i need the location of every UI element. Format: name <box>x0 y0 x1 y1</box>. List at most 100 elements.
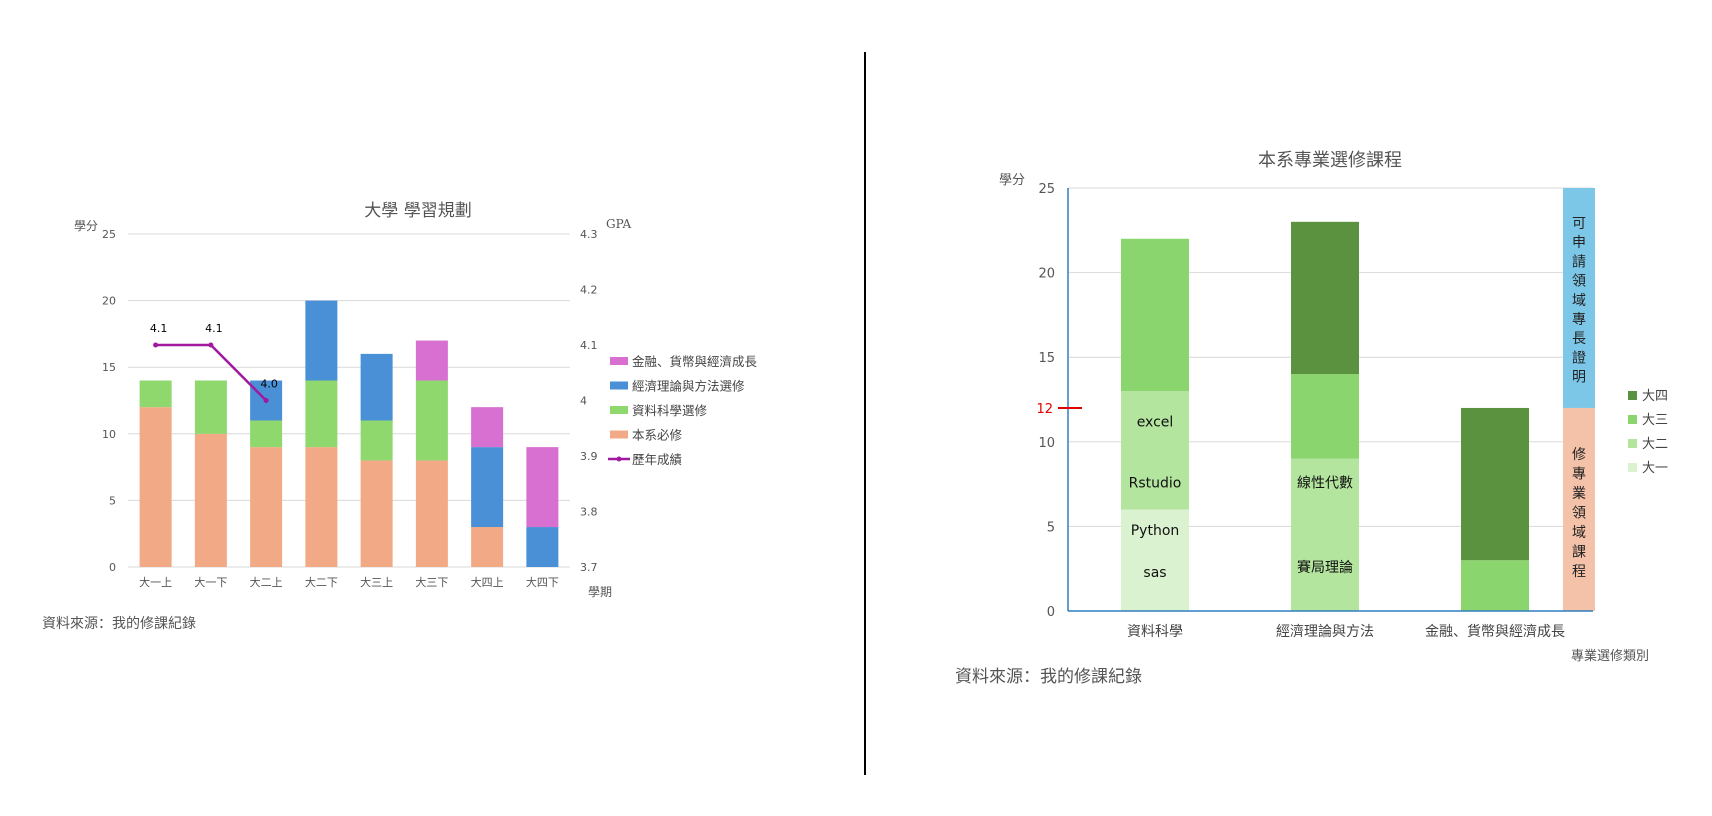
left-bar-segment <box>471 407 504 448</box>
left-y2-tick-label: 3.7 <box>580 561 598 574</box>
right-bars <box>1121 221 1529 611</box>
left-x-tick-label: 大一上 <box>139 575 172 589</box>
course-label: 線性代數 <box>1297 475 1353 491</box>
right-bar-segment <box>1291 374 1359 459</box>
left-source-note: 資料來源：我的修課紀錄 <box>42 616 196 632</box>
left-y-tick-label: 25 <box>102 228 116 241</box>
side-bar-lower-char: 程 <box>1572 564 1586 580</box>
course-label: Python <box>1131 523 1180 539</box>
right-legend-swatch <box>1628 415 1637 424</box>
left-y2-tick-label: 3.8 <box>580 506 598 519</box>
left-x-tick-label: 大四下 <box>526 575 559 589</box>
course-label: excel <box>1137 414 1174 430</box>
gpa-data-label: 4.1 <box>205 322 223 335</box>
course-label: 賽局理論 <box>1297 559 1353 576</box>
left-x-tick-label: 大二下 <box>305 575 338 589</box>
left-legend-swatch <box>610 357 628 365</box>
left-y2-tick-label: 4.3 <box>580 228 598 241</box>
right-y-tick-label: 10 <box>1038 436 1055 451</box>
left-bar-segment <box>415 340 448 381</box>
left-bar-segment <box>305 447 338 567</box>
left-legend-label: 金融、貨幣與經濟成長 <box>632 354 758 369</box>
left-bar-segment <box>360 420 393 461</box>
left-x-axis-label: 學期 <box>588 585 612 599</box>
left-y-tick-label: 10 <box>102 428 116 441</box>
gpa-point <box>208 342 214 348</box>
left-bar-segment <box>471 527 504 567</box>
course-label: Rstudio <box>1129 475 1182 491</box>
left-x-ticks: 大一上 大一下 大二上 大二下 大三上 大三下 大四上 大四下 <box>139 575 559 589</box>
right-legend-label: 大三 <box>1642 413 1668 428</box>
right-x-tick-label: 金融、貨幣與經濟成長 <box>1425 623 1565 640</box>
left-legend-label: 歷年成績 <box>632 452 682 467</box>
left-gpa-line: 4.1 4.1 4.0 <box>150 322 278 403</box>
left-y-ticks: 0 5 10 15 20 25 <box>102 228 116 574</box>
right-y-tick-label: 5 <box>1047 520 1055 535</box>
left-x-tick-label: 大一下 <box>194 575 227 589</box>
right-bar-segment <box>1291 458 1359 611</box>
right-y-tick-label: 20 <box>1038 267 1055 282</box>
side-bar-upper-char: 請 <box>1572 254 1586 270</box>
left-bar-segment <box>526 447 559 528</box>
left-bar-segment <box>250 420 283 448</box>
threshold-label: 12 <box>1036 402 1053 417</box>
left-legend-label: 本系必修 <box>632 428 683 443</box>
gpa-point <box>263 398 269 403</box>
left-y2-tick-label: 3.9 <box>580 450 598 463</box>
right-source-note: 資料來源：我的修課紀錄 <box>955 667 1142 687</box>
left-bar-segment <box>305 380 338 448</box>
left-gridlines <box>128 233 570 568</box>
right-y-tick-label: 25 <box>1038 182 1055 197</box>
side-bar-upper <box>1563 188 1595 408</box>
left-bar-segment <box>471 447 504 528</box>
right-legend-swatch <box>1628 463 1637 472</box>
right-axes <box>1067 188 1593 612</box>
side-bar-lower-char: 域 <box>1572 525 1586 541</box>
gpa-data-label: 4.1 <box>150 322 168 335</box>
side-bar-upper-char: 可 <box>1572 216 1586 232</box>
left-legend-label: 經濟理論與方法選修 <box>632 379 745 394</box>
left-bar-segment <box>360 353 393 421</box>
left-legend-swatch <box>610 406 628 414</box>
right-y-tick-label: 0 <box>1047 605 1055 620</box>
course-label: sas <box>1143 565 1166 581</box>
right-legend-label: 大二 <box>1642 437 1668 452</box>
side-bar-upper-char: 申 <box>1572 235 1586 251</box>
left-chart-title: 大學 學習規劃 <box>364 201 471 221</box>
gpa-point <box>153 342 159 348</box>
right-legend-label: 大一 <box>1642 461 1668 476</box>
right-y-tick-label: 15 <box>1038 351 1055 366</box>
right-legend-label: 大四 <box>1642 389 1668 404</box>
left-x-tick-label: 大三上 <box>360 575 393 589</box>
right-bar-segment <box>1461 407 1529 561</box>
right-bar-segment <box>1461 560 1529 611</box>
right-x-ticks: 資料科學 經濟理論與方法 金融、貨幣與經濟成長 <box>1127 623 1565 640</box>
right-x-tick-label: 經濟理論與方法 <box>1276 624 1374 640</box>
left-y-axis-label: 學分 <box>74 219 98 233</box>
left-y2-ticks: 3.7 3.8 3.9 4 4.1 4.2 4.3 <box>580 228 598 574</box>
side-bar-upper-char: 證 <box>1572 349 1586 366</box>
side-bar-upper-char: 明 <box>1572 370 1586 386</box>
left-y-tick-label: 0 <box>109 561 116 574</box>
left-legend-label: 資料科學選修 <box>632 403 708 418</box>
left-bar-segment <box>194 433 227 567</box>
side-bar-lower-char: 課 <box>1572 545 1586 561</box>
right-bar-segment <box>1121 238 1189 392</box>
side-bar-lower-char: 業 <box>1572 486 1586 502</box>
left-y2-tick-label: 4.2 <box>580 284 598 297</box>
left-legend-swatch <box>610 430 628 439</box>
left-bar-segment <box>194 380 227 434</box>
left-bars <box>139 300 559 567</box>
left-y2-axis-label: GPA <box>606 217 632 231</box>
side-bar-upper-char: 領 <box>1572 273 1586 290</box>
left-x-tick-label: 大二上 <box>250 575 283 589</box>
left-x-tick-label: 大三下 <box>415 575 448 589</box>
left-x-tick-label: 大四上 <box>471 575 504 589</box>
right-legend-swatch <box>1628 391 1637 400</box>
right-y-ticks: 0 5 10 15 20 25 <box>1038 182 1055 620</box>
